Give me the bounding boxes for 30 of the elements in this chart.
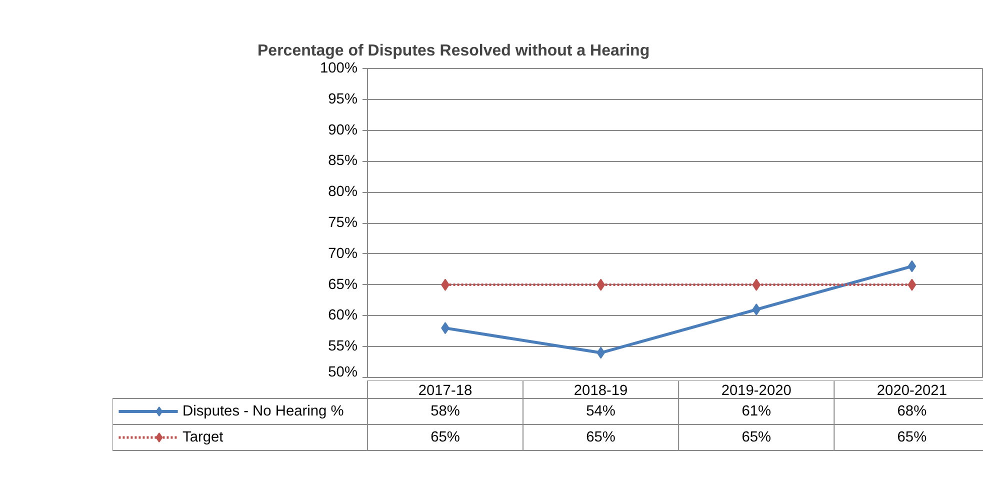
data-label: 65% [742,430,772,446]
point [908,260,916,272]
point [908,278,916,291]
legend-label: Disputes - No Hearing % [182,404,344,420]
data-label: 65% [586,430,616,446]
data-label: 61% [742,404,772,420]
x-tick-label: 2019-2020 [721,383,792,399]
y-tick-label: 85% [328,153,358,170]
y-tick-label: 55% [328,338,358,355]
data-label: 58% [430,404,460,420]
y-tick-label: 100% [320,60,358,76]
y-tick-label: 70% [328,246,358,262]
x-tick-label: 2018-19 [574,383,628,399]
y-tick-label: 50% [328,364,358,380]
x-tick-label: 2017-18 [418,383,472,399]
point [752,278,761,291]
y-tick-label: 95% [328,91,358,108]
data-label: 68% [897,404,927,420]
point [752,304,761,316]
data-label: 65% [897,430,927,446]
chart-title: Percentage of Disputes Resolved without a Hearing [258,42,650,60]
data-label: 65% [430,430,460,446]
y-tick-label: 80% [328,184,358,200]
y-tick-label: 65% [328,276,358,293]
y-tick-label: 90% [328,122,358,138]
legend-label: Target [182,430,224,446]
x-tick-label: 2020-2021 [876,383,947,399]
data-label: 54% [586,404,616,420]
y-tick-label: 75% [328,215,358,231]
y-tick-label: 60% [328,308,358,324]
